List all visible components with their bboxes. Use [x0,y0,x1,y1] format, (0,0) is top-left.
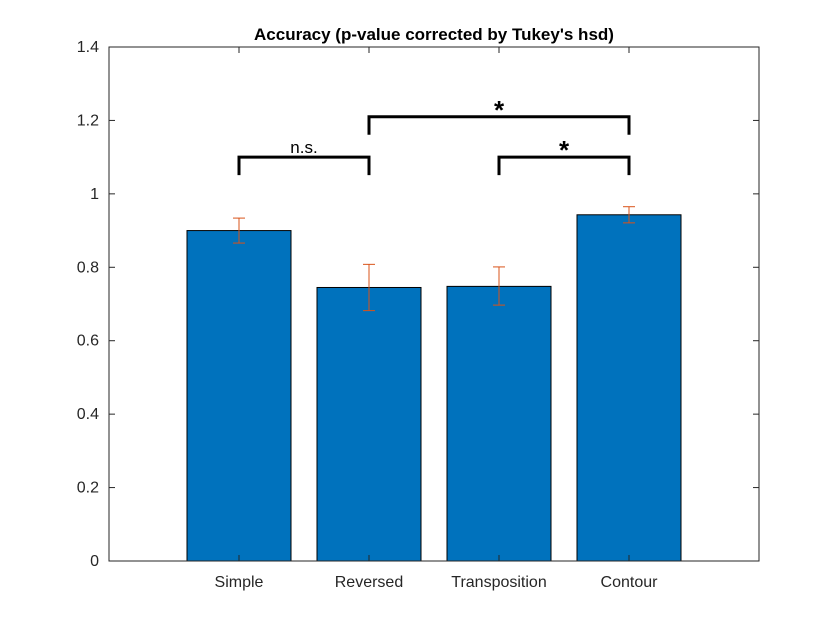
significance-label: * [494,95,505,125]
error-bars-layer [233,206,635,312]
chart-title: Accuracy (p-value corrected by Tukey's h… [254,25,614,44]
y-tick-label: 0.4 [77,406,99,423]
y-tick-label: 0.2 [77,480,99,497]
bar-contour [576,214,682,562]
y-tick-label: 1 [90,186,99,203]
y-tick-label: 0 [90,553,99,570]
significance-bracket [497,155,631,176]
y-tick-label: 1.2 [77,112,99,129]
x-tick-label-transposition: Transposition [451,574,546,591]
bars-layer [186,214,682,562]
bar-transposition [446,285,552,562]
x-tick-label-reversed: Reversed [335,574,403,591]
x-tick-label-simple: Simple [215,574,264,591]
significance-label: * [559,135,570,165]
plot-area [108,46,760,562]
y-tick-label: 0.6 [77,333,99,350]
bar-reversed [316,286,422,562]
significance-bracket [367,115,631,135]
y-tick-label: 0.8 [77,259,99,276]
axes-layer: 0 0.2 0.4 0.6 0.8 1 1.2 1.4 Simple Reversed Transp… [77,39,759,591]
y-tick-label: 1.4 [77,39,99,56]
x-tick-label-contour: Contour [601,574,659,591]
significance-bracket [237,155,371,176]
significance-label: n.s. [290,138,317,157]
bar-simple [186,230,292,562]
significance-layer: n.s. * * [237,95,631,176]
